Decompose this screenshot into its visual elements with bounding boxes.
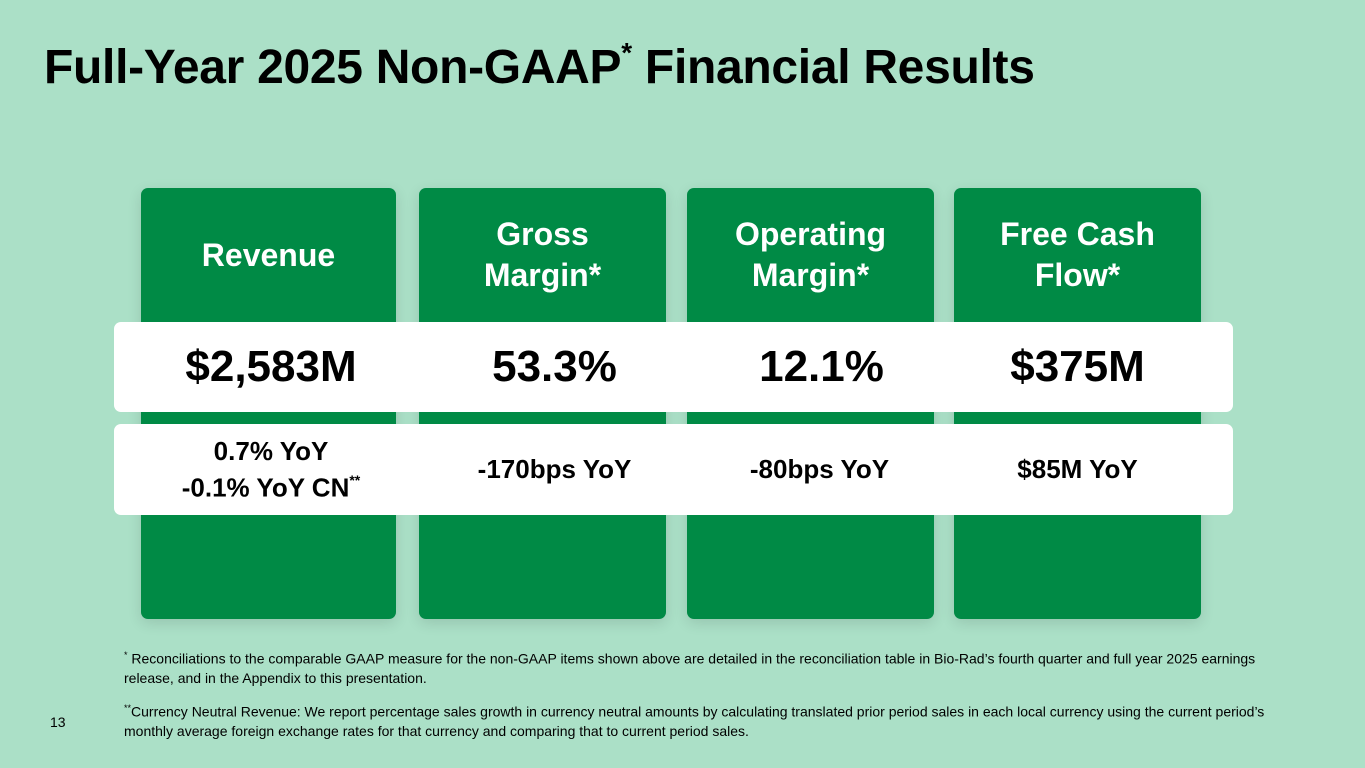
values-band bbox=[114, 322, 1233, 412]
free-cash-flow-change: $85M YoY bbox=[1017, 454, 1138, 484]
card-label-revenue: Revenue bbox=[201, 236, 336, 273]
changes-band bbox=[114, 424, 1233, 515]
card-label-gross-margin: Gross Margin* bbox=[483, 216, 602, 293]
footnote-reconciliation: * Reconciliations to the comparable GAAP… bbox=[124, 650, 1256, 686]
page-title: Full-Year 2025 Non-GAAP* Financial Resul… bbox=[44, 37, 1035, 94]
page-number: 13 bbox=[50, 714, 66, 730]
revenue-change-cn: -0.1% YoY CN** bbox=[181, 471, 361, 503]
card-label-free-cash-flow: Free Cash Flow* bbox=[1000, 216, 1155, 293]
footnote-currency-neutral: **Currency Neutral Revenue: We report pe… bbox=[124, 703, 1265, 739]
revenue-value: $2,583M bbox=[185, 342, 357, 391]
operating-margin-value: 12.1% bbox=[759, 342, 884, 391]
free-cash-flow-value: $375M bbox=[1010, 342, 1145, 391]
card-label-operating-margin: Operating Margin* bbox=[734, 216, 887, 293]
title-asterisk: * bbox=[621, 37, 632, 68]
revenue-change: 0.7% YoY -0.1% YoY CN** bbox=[141, 424, 401, 515]
gross-margin-value: 53.3% bbox=[492, 342, 617, 391]
gross-margin-change: -170bps YoY bbox=[477, 454, 632, 484]
operating-margin-change: -80bps YoY bbox=[749, 454, 890, 484]
revenue-change-yoy: 0.7% YoY bbox=[213, 435, 329, 466]
